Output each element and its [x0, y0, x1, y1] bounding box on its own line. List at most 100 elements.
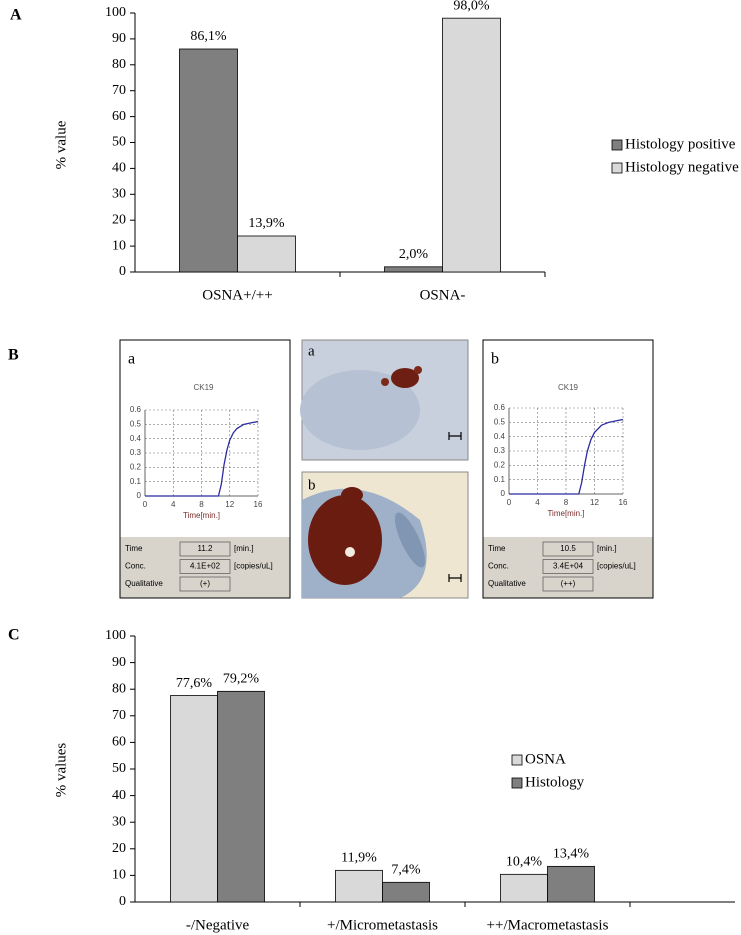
chart-title: CK19 [193, 383, 214, 392]
y-tick-label: 60 [112, 735, 126, 750]
table-unit: [copies/uL] [597, 562, 636, 571]
curve [509, 418, 624, 495]
table-label: Conc. [125, 562, 146, 571]
y-axis-title: % values [53, 743, 69, 798]
legend-swatch [611, 139, 623, 151]
legend-label: OSNA [525, 751, 566, 767]
bar [179, 48, 238, 273]
table-value: 3.4E+04 [553, 562, 584, 571]
table-label: Time [125, 544, 143, 553]
panel-label: B [8, 347, 19, 364]
stain [414, 366, 422, 374]
micrograph: a [300, 339, 469, 461]
x-tick-label: -/Negative [186, 917, 250, 933]
y-tick-label: 50 [112, 135, 126, 150]
x-tick-label: OSNA- [420, 287, 466, 303]
bar-label: 7,4% [391, 863, 421, 878]
bar [237, 235, 296, 273]
scale-bar [448, 432, 462, 440]
x-tick-label: 4 [535, 498, 540, 507]
bar-label: 79,2% [223, 672, 260, 687]
y-tick-label: 30 [112, 814, 126, 829]
bar-label: 13,9% [248, 216, 285, 231]
y-tick-label: 0.6 [494, 403, 506, 412]
micrograph: b [301, 471, 469, 599]
y-tick-label: 80 [112, 681, 126, 696]
legend-label: Histology negative [625, 159, 739, 175]
legend-swatch [511, 777, 523, 789]
x-tick-label: 16 [619, 498, 628, 507]
bar [384, 266, 443, 273]
bar-label: 86,1% [190, 29, 227, 44]
table-cell [179, 576, 231, 592]
y-tick-label: 70 [112, 83, 126, 98]
table-unit: [min.] [597, 544, 617, 553]
bar [217, 690, 265, 903]
table-label: Qualitative [125, 579, 163, 588]
y-tick-label: 20 [112, 212, 126, 227]
table-cell [542, 559, 594, 574]
y-tick-label: 100 [105, 5, 126, 20]
y-tick-label: 40 [112, 788, 126, 803]
y-tick-label: 0 [119, 264, 126, 279]
stain [391, 368, 419, 388]
stain [381, 378, 389, 386]
legend-label: Histology positive [625, 136, 736, 152]
y-tick-label: 0.6 [130, 405, 142, 414]
x-tick-label: 4 [171, 500, 176, 509]
y-tick-label: 60 [112, 109, 126, 124]
bar-label: 98,0% [453, 0, 490, 13]
legend-swatch [611, 162, 623, 174]
y-tick-label: 0.3 [494, 446, 506, 455]
legend-label: Histology [525, 774, 585, 790]
table-unit: [min.] [234, 544, 254, 553]
x-tick-label: 0 [143, 500, 148, 509]
y-tick-label: 0 [119, 894, 126, 909]
y-tick-label: 0.4 [130, 434, 142, 443]
scale-bar [448, 574, 462, 582]
image-label: a [308, 343, 315, 359]
x-axis-title: Time[min.] [547, 509, 584, 518]
table-value: 11.2 [198, 544, 214, 553]
table-label: Qualitative [488, 579, 526, 588]
y-tick-label: 0 [501, 489, 506, 498]
table-cell [542, 576, 594, 592]
x-tick-label: OSNA+/++ [202, 287, 272, 303]
y-axis-title: % value [53, 120, 69, 169]
table-cell [542, 541, 594, 557]
table-cell [179, 559, 231, 574]
x-tick-label: 16 [254, 500, 263, 509]
table-unit: [copies/uL] [234, 562, 273, 571]
tissue [300, 370, 420, 450]
table-value: (++) [561, 579, 576, 588]
result-table [483, 537, 653, 598]
y-tick-label: 0.4 [494, 432, 506, 441]
bar [442, 17, 501, 273]
bar-label: 11,9% [341, 851, 377, 866]
y-tick-label: 50 [112, 761, 126, 776]
x-tick-label: 8 [564, 498, 569, 507]
x-tick-label: 12 [225, 500, 234, 509]
bar [547, 865, 595, 903]
table-value: 4.1E+02 [190, 562, 221, 571]
y-tick-label: 0.2 [130, 462, 142, 471]
y-tick-label: 0.1 [130, 477, 142, 486]
chart-title: CK19 [558, 383, 579, 392]
legend-swatch [511, 754, 523, 766]
result-table [120, 537, 290, 598]
x-tick-label: 0 [507, 498, 512, 507]
y-tick-label: 90 [112, 655, 126, 670]
x-tick-label: +/Micrometastasis [327, 917, 438, 933]
table-value: 10.5 [560, 544, 576, 553]
table-label: Time [488, 544, 506, 553]
y-tick-label: 0 [137, 491, 142, 500]
bar-label: 13,4% [553, 847, 590, 862]
y-tick-label: 10 [112, 238, 126, 253]
panel-label: b [491, 351, 499, 368]
table-label: Conc. [488, 562, 509, 571]
x-tick-label: ++/Macrometastasis [487, 917, 609, 933]
panel-label: C [8, 627, 20, 644]
bar-label: 2,0% [399, 247, 429, 262]
stain [341, 487, 363, 503]
